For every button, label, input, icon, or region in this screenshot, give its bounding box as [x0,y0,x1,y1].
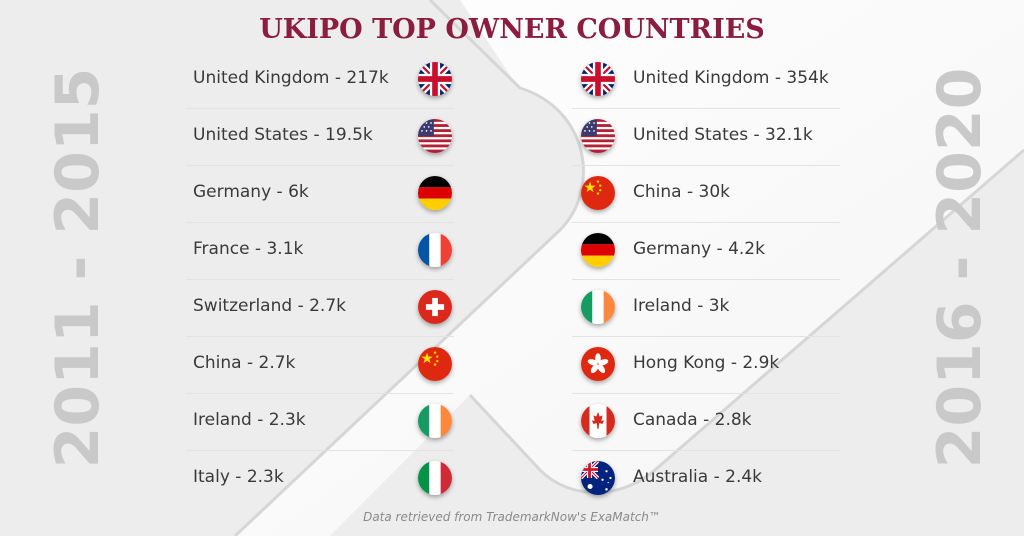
country-label: Switzerland - 2.7k [193,296,346,316]
country-label: Australia - 2.4k [633,467,763,487]
list-item: France - 3.1k [186,223,454,280]
country-label: United Kingdom - 217k [193,68,389,88]
right-period-label: 2016 - 2020 [925,67,995,469]
list-item: China - 2.7k [186,337,454,394]
page-title: UKIPO TOP OWNER COUNTRIES [259,14,765,45]
list-item: United Kingdom - 217k [186,52,454,109]
list-item: United States - 19.5k [186,109,454,166]
left-country-list: United Kingdom - 217k United States - 19… [186,52,454,507]
uk-flag-icon [418,62,452,96]
country-label: United States - 32.1k [633,125,813,145]
uk-flag-icon [581,62,615,96]
country-label: United Kingdom - 354k [633,68,829,88]
right-country-list: United Kingdom - 354k United States - 32… [572,52,840,507]
canada-flag-icon [581,404,615,438]
country-label: Ireland - 3k [633,296,730,316]
country-label: Ireland - 2.3k [193,410,306,430]
left-period-label: 2011 - 2015 [43,67,113,469]
australia-flag-icon [581,461,615,495]
us-flag-icon [418,119,452,153]
list-item: Italy - 2.3k [186,451,454,507]
list-item: United Kingdom - 354k [572,52,840,109]
list-item: Canada - 2.8k [572,394,840,451]
country-label: United States - 19.5k [193,125,373,145]
france-flag-icon [418,233,452,267]
italy-flag-icon [418,461,452,495]
germany-flag-icon [581,233,615,267]
country-label: Germany - 6k [193,182,309,202]
hongkong-flag-icon [581,347,615,381]
list-item: China - 30k [572,166,840,223]
switzerland-flag-icon [418,290,452,324]
country-label: France - 3.1k [193,239,304,259]
country-label: China - 2.7k [193,353,296,373]
germany-flag-icon [418,176,452,210]
country-label: Germany - 4.2k [633,239,765,259]
data-source-footnote: Data retrieved from TrademarkNow's ExaMa… [363,510,661,524]
list-item: Hong Kong - 2.9k [572,337,840,394]
list-item: Switzerland - 2.7k [186,280,454,337]
ireland-flag-icon [581,290,615,324]
ireland-flag-icon [418,404,452,438]
list-item: United States - 32.1k [572,109,840,166]
list-item: Australia - 2.4k [572,451,840,507]
us-flag-icon [581,119,615,153]
country-label: Italy - 2.3k [193,467,284,487]
list-item: Germany - 4.2k [572,223,840,280]
list-item: Ireland - 3k [572,280,840,337]
list-item: Ireland - 2.3k [186,394,454,451]
country-label: Canada - 2.8k [633,410,752,430]
country-label: Hong Kong - 2.9k [633,353,780,373]
country-label: China - 30k [633,182,730,202]
china-flag-icon [418,347,452,381]
china-flag-icon [581,176,615,210]
list-item: Germany - 6k [186,166,454,223]
